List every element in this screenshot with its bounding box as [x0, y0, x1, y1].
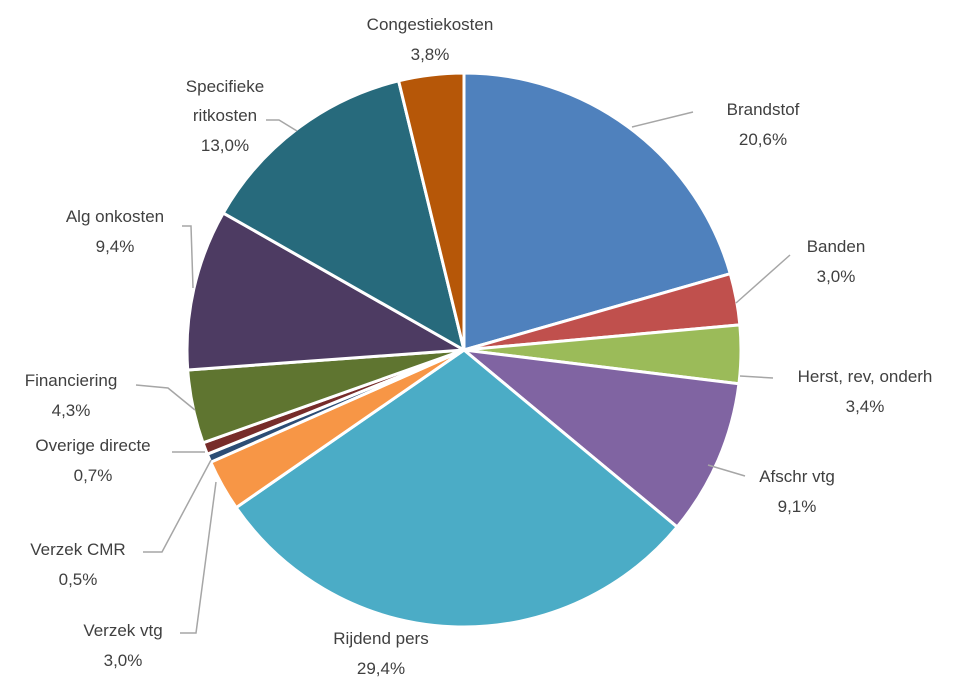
category-label-overige-directe: Overige directe: [35, 436, 150, 455]
slice-specifieke-ritkosten: [221, 79, 467, 354]
value-label-alg-onkosten: 9,4%: [96, 237, 135, 256]
slice-alg-onkosten: [185, 210, 470, 372]
category-label-herst-rev-onderh: Herst, rev, onderh: [798, 367, 933, 386]
category-label-brandstof: Brandstof: [727, 100, 800, 119]
value-label-congestiekosten: 3,8%: [411, 45, 450, 64]
leader-lines: [135, 111, 791, 634]
category-label-banden: Banden: [807, 237, 866, 256]
category-label-rijdend-pers: Rijdend pers: [333, 629, 428, 648]
leader-line-alg-onkosten: [182, 225, 194, 289]
slice-congestiekosten: [396, 71, 466, 351]
leader-line-verzek-vtg: [180, 481, 217, 634]
slice-labels: Brandstof 20,6% Banden 3,0% Herst, rev, onde…: [25, 15, 933, 678]
slice-afschr-vtg: [459, 347, 741, 530]
value-label-financiering: 4,3%: [52, 401, 91, 420]
value-label-brandstof: 20,6%: [739, 130, 787, 149]
value-label-banden: 3,0%: [817, 267, 856, 286]
value-label-verzek-cmr: 0,5%: [59, 570, 98, 589]
value-label-afschr-vtg: 9,1%: [778, 497, 817, 516]
leader-line-verzek-cmr: [143, 459, 212, 553]
category-label-congestiekosten: Congestiekosten: [367, 15, 494, 34]
category-label-afschr-vtg: Afschr vtg: [759, 467, 835, 486]
category-label-verzek-cmr: Verzek CMR: [30, 540, 125, 559]
value-label-specifieke-ritkosten: 13,0%: [201, 136, 249, 155]
value-label-verzek-vtg: 3,0%: [104, 651, 143, 670]
slice-rijdend-pers: [234, 348, 680, 629]
value-label-overige-directe: 0,7%: [74, 466, 113, 485]
leader-line-herst-rev-onderh: [739, 375, 774, 379]
value-label-rijdend-pers: 29,4%: [357, 659, 405, 678]
category-label-verzek-vtg: Verzek vtg: [83, 621, 162, 640]
leader-line-specifieke-ritkosten: [266, 119, 298, 132]
category-label-alg-onkosten: Alg onkosten: [66, 207, 164, 226]
pie-slices: [185, 71, 743, 629]
slice-brandstof: [462, 71, 733, 352]
leader-line-financiering: [135, 384, 196, 411]
value-label-herst-rev-onderh: 3,4%: [846, 397, 885, 416]
category-label-specifieke-ritkosten: Specifieke ritkosten: [186, 77, 264, 125]
leader-line-afschr-vtg: [707, 464, 746, 477]
category-label-financiering: Financiering: [25, 371, 118, 390]
leader-line-banden: [735, 254, 791, 304]
leader-line-brandstof: [631, 111, 694, 128]
